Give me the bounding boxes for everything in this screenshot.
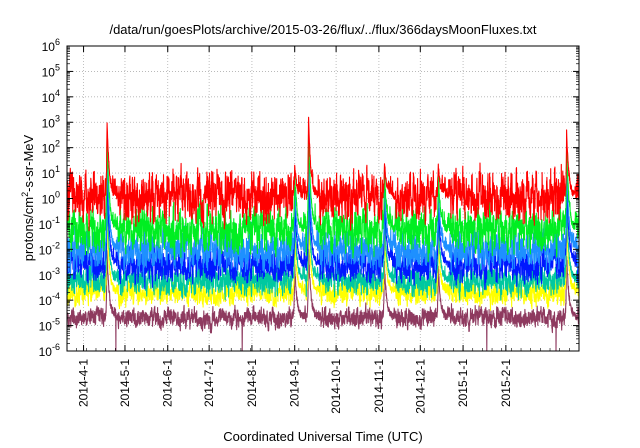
y-tick-label: 103	[42, 113, 60, 130]
x-tick-label: 2014-6-1	[161, 359, 175, 407]
y-axis-label: protons/cm2-s-sr-MeV	[20, 134, 36, 261]
y-tick-label: 10-6	[39, 342, 60, 359]
y-tick-label: 100	[42, 190, 60, 207]
y-tick-label: 101	[42, 164, 60, 181]
y-tick-labels: 10-6 10-5 10-4 10-3 10-2 10-1 100 101 102 103 104 1…	[39, 37, 60, 359]
chart-title: /data/run/goesPlots/archive/2015-03-26/f…	[109, 22, 536, 37]
x-tick-label: 2015-2-1	[499, 359, 513, 407]
x-tick-label: 2015-1-1	[456, 359, 470, 407]
x-tick-label: 2014-5-1	[118, 359, 132, 407]
x-tick-label: 2014-4-1	[77, 359, 91, 407]
y-tick-label: 105	[42, 62, 60, 79]
y-tick-label: 10-4	[39, 291, 60, 308]
y-tick-label: 10-2	[39, 240, 60, 257]
y-tick-label: 102	[42, 139, 60, 156]
axis-ticks	[66, 45, 580, 352]
x-tick-label: 2014-11-1	[372, 359, 386, 413]
x-tick-labels: 2014-4-1 2014-5-1 2014-6-1 2014-7-1 2014-8-1…	[77, 359, 513, 414]
y-tick-label: 10-5	[39, 317, 60, 334]
x-tick-label: 2014-9-1	[288, 359, 302, 407]
series-line	[66, 116, 580, 232]
series-group	[66, 116, 580, 352]
series-line	[66, 248, 580, 352]
y-tick-label: 106	[42, 37, 60, 54]
x-tick-label: 2014-12-1	[413, 359, 427, 414]
x-tick-label: 2014-8-1	[245, 359, 259, 407]
y-tick-label: 10-1	[39, 215, 60, 232]
x-axis-label: Coordinated Universal Time (UTC)	[223, 429, 422, 444]
series-line	[66, 146, 580, 280]
y-tick-label: 10-3	[39, 266, 60, 283]
x-tick-label: 2014-7-1	[202, 359, 216, 407]
y-tick-label: 104	[42, 88, 60, 105]
x-tick-label: 2014-10-1	[329, 359, 343, 414]
